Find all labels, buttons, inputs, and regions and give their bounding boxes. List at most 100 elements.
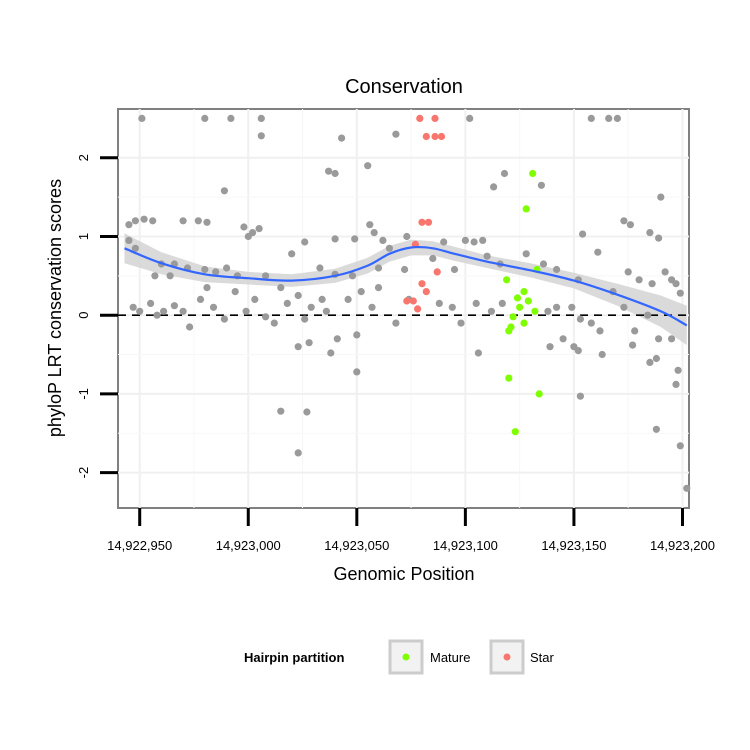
data-point-background xyxy=(579,230,587,238)
data-point-background xyxy=(587,319,595,327)
data-point-star xyxy=(403,297,411,305)
data-point-background xyxy=(474,349,482,357)
data-point-background xyxy=(364,162,372,170)
data-point-background xyxy=(301,315,309,323)
data-point-background xyxy=(327,349,335,357)
data-point-background xyxy=(251,295,259,303)
data-point-background xyxy=(316,264,324,272)
data-point-background xyxy=(553,265,561,274)
data-point-background xyxy=(598,350,606,359)
data-point-background xyxy=(270,319,278,327)
data-point-background xyxy=(574,347,582,355)
data-point-star xyxy=(422,288,430,296)
chart-title: Conservation xyxy=(345,76,463,98)
data-point-background xyxy=(257,114,265,122)
data-point-background xyxy=(318,295,326,303)
data-point-background xyxy=(166,272,174,280)
y-tick-label: 2 xyxy=(76,154,91,161)
smooth-curve xyxy=(124,245,688,327)
data-point-background xyxy=(249,229,257,237)
data-point-background xyxy=(648,280,656,288)
data-point-background xyxy=(661,268,669,276)
data-point-background xyxy=(147,299,155,307)
data-point-background xyxy=(129,303,137,311)
data-point-mature xyxy=(529,169,537,178)
data-point-background xyxy=(450,265,459,274)
data-point-star xyxy=(409,297,417,305)
legend-label-star: Star xyxy=(530,650,555,665)
data-point-background xyxy=(194,217,202,225)
data-point-background xyxy=(655,335,663,343)
data-point-background xyxy=(368,303,376,311)
data-point-background xyxy=(624,268,632,276)
data-point-background xyxy=(151,272,159,280)
confidence-band xyxy=(124,233,687,346)
data-point-background xyxy=(277,284,285,292)
data-point-background xyxy=(262,313,270,321)
legend-point-mature xyxy=(402,653,410,661)
data-point-background xyxy=(353,368,361,376)
data-point-background xyxy=(125,221,133,229)
data-point-background xyxy=(240,223,248,231)
data-point-mature xyxy=(520,319,528,327)
data-point-star xyxy=(414,305,422,313)
data-point-background xyxy=(136,307,144,315)
data-point-background xyxy=(594,248,602,256)
data-point-background xyxy=(223,264,231,272)
data-point-background xyxy=(288,250,296,258)
data-point-background xyxy=(479,236,487,244)
data-point-background xyxy=(366,221,374,229)
y-axis: -2 -1 0 1 2 xyxy=(76,154,118,478)
data-point-background xyxy=(277,407,285,415)
data-point-background xyxy=(227,114,235,122)
data-point-background xyxy=(620,217,628,225)
data-point-star xyxy=(437,132,446,141)
data-point-background xyxy=(331,169,339,178)
data-point-background xyxy=(539,260,548,268)
data-point-background xyxy=(605,114,613,122)
data-point-background xyxy=(470,238,478,246)
data-point-background xyxy=(483,252,491,260)
data-point-background xyxy=(186,323,194,331)
data-point-background xyxy=(374,284,383,292)
data-point-mature xyxy=(535,390,543,398)
data-point-star xyxy=(418,218,426,226)
data-point-background xyxy=(149,217,157,225)
data-point-mature xyxy=(503,276,511,284)
data-point-background xyxy=(370,229,378,237)
data-point-background xyxy=(629,341,637,349)
data-point-background xyxy=(179,217,187,225)
data-point-background xyxy=(131,217,139,225)
data-point-background xyxy=(672,380,680,388)
x-tick-label: 14,923,100 xyxy=(433,538,498,553)
data-point-background xyxy=(626,221,635,229)
data-point-background xyxy=(331,235,339,243)
data-point-background xyxy=(138,114,146,122)
x-tick-label: 14,923,200 xyxy=(650,538,715,553)
data-point-background xyxy=(668,335,676,343)
data-point-background xyxy=(322,307,330,315)
data-point-background xyxy=(403,232,411,241)
data-point-background xyxy=(294,343,302,351)
y-tick-label: -2 xyxy=(76,467,91,479)
data-point-background xyxy=(613,114,622,122)
data-point-background xyxy=(448,303,456,311)
legend-key-mature xyxy=(388,639,424,675)
data-point-background xyxy=(153,311,161,319)
data-point-background xyxy=(652,425,661,433)
data-point-background xyxy=(196,295,205,303)
data-point-background xyxy=(140,215,148,223)
data-point-background xyxy=(385,244,393,252)
data-point-background xyxy=(644,311,652,319)
data-point-background xyxy=(487,307,495,315)
data-point-background xyxy=(333,335,341,343)
data-point-mature xyxy=(513,294,522,302)
data-point-background xyxy=(203,218,211,226)
data-point-background xyxy=(500,169,509,178)
data-point-mature xyxy=(505,374,513,382)
data-point-background xyxy=(676,442,684,450)
x-tick-label: 14,923,150 xyxy=(541,538,606,553)
x-tick-label: 14,923,000 xyxy=(216,538,281,553)
data-point-background xyxy=(262,272,270,280)
data-point-background xyxy=(220,315,228,323)
